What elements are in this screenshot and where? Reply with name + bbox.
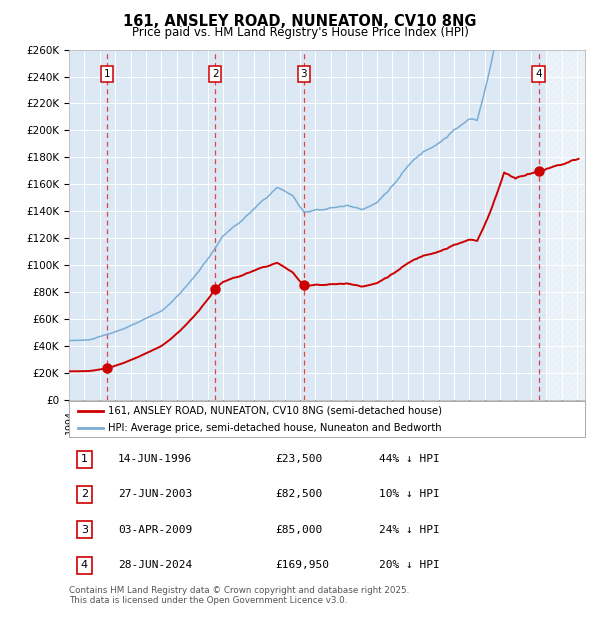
Text: 4: 4 [81, 560, 88, 570]
Text: 44% ↓ HPI: 44% ↓ HPI [379, 454, 439, 464]
Text: 10% ↓ HPI: 10% ↓ HPI [379, 489, 439, 500]
Text: 2: 2 [81, 489, 88, 500]
Text: £23,500: £23,500 [275, 454, 323, 464]
Text: Price paid vs. HM Land Registry's House Price Index (HPI): Price paid vs. HM Land Registry's House … [131, 26, 469, 39]
Text: HPI: Average price, semi-detached house, Nuneaton and Bedworth: HPI: Average price, semi-detached house,… [108, 423, 442, 433]
Text: £82,500: £82,500 [275, 489, 323, 500]
Text: £85,000: £85,000 [275, 525, 323, 535]
Text: 1: 1 [103, 69, 110, 79]
Text: 24% ↓ HPI: 24% ↓ HPI [379, 525, 439, 535]
Text: 1: 1 [81, 454, 88, 464]
Text: 27-JUN-2003: 27-JUN-2003 [118, 489, 192, 500]
Text: 3: 3 [81, 525, 88, 535]
Text: 14-JUN-1996: 14-JUN-1996 [118, 454, 192, 464]
Text: 20% ↓ HPI: 20% ↓ HPI [379, 560, 439, 570]
Text: 161, ANSLEY ROAD, NUNEATON, CV10 8NG: 161, ANSLEY ROAD, NUNEATON, CV10 8NG [123, 14, 477, 29]
Text: 03-APR-2009: 03-APR-2009 [118, 525, 192, 535]
Text: 2: 2 [212, 69, 218, 79]
Text: 4: 4 [535, 69, 542, 79]
Text: £169,950: £169,950 [275, 560, 329, 570]
Text: 3: 3 [301, 69, 307, 79]
Text: 161, ANSLEY ROAD, NUNEATON, CV10 8NG (semi-detached house): 161, ANSLEY ROAD, NUNEATON, CV10 8NG (se… [108, 406, 442, 416]
Text: Contains HM Land Registry data © Crown copyright and database right 2025.
This d: Contains HM Land Registry data © Crown c… [69, 586, 409, 605]
Bar [547, 50, 585, 400]
Text: 28-JUN-2024: 28-JUN-2024 [118, 560, 192, 570]
